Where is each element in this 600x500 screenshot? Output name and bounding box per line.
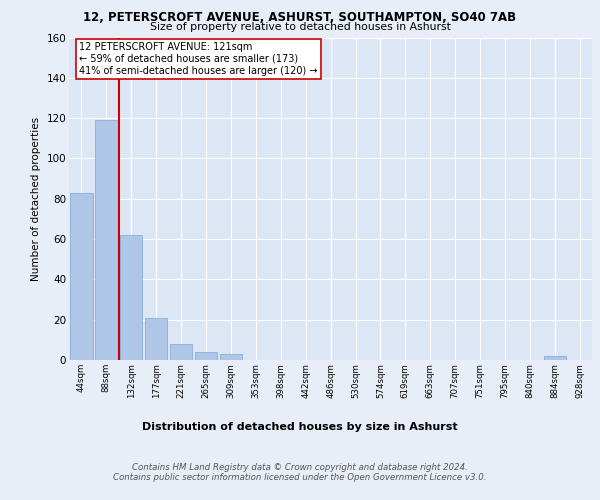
Bar [70, 192, 92, 360]
Bar [195, 352, 217, 360]
Bar [544, 356, 566, 360]
Bar [220, 354, 242, 360]
Text: 12, PETERSCROFT AVENUE, ASHURST, SOUTHAMPTON, SO40 7AB: 12, PETERSCROFT AVENUE, ASHURST, SOUTHAM… [83, 11, 517, 24]
Text: Contains HM Land Registry data © Crown copyright and database right 2024.
Contai: Contains HM Land Registry data © Crown c… [113, 462, 487, 482]
Text: 12 PETERSCROFT AVENUE: 121sqm
← 59% of detached houses are smaller (173)
41% of : 12 PETERSCROFT AVENUE: 121sqm ← 59% of d… [79, 42, 318, 76]
Y-axis label: Number of detached properties: Number of detached properties [31, 116, 41, 281]
Bar [120, 235, 142, 360]
Bar [145, 318, 167, 360]
Bar [95, 120, 118, 360]
Bar [170, 344, 193, 360]
Text: Size of property relative to detached houses in Ashurst: Size of property relative to detached ho… [149, 22, 451, 32]
Text: Distribution of detached houses by size in Ashurst: Distribution of detached houses by size … [142, 422, 458, 432]
